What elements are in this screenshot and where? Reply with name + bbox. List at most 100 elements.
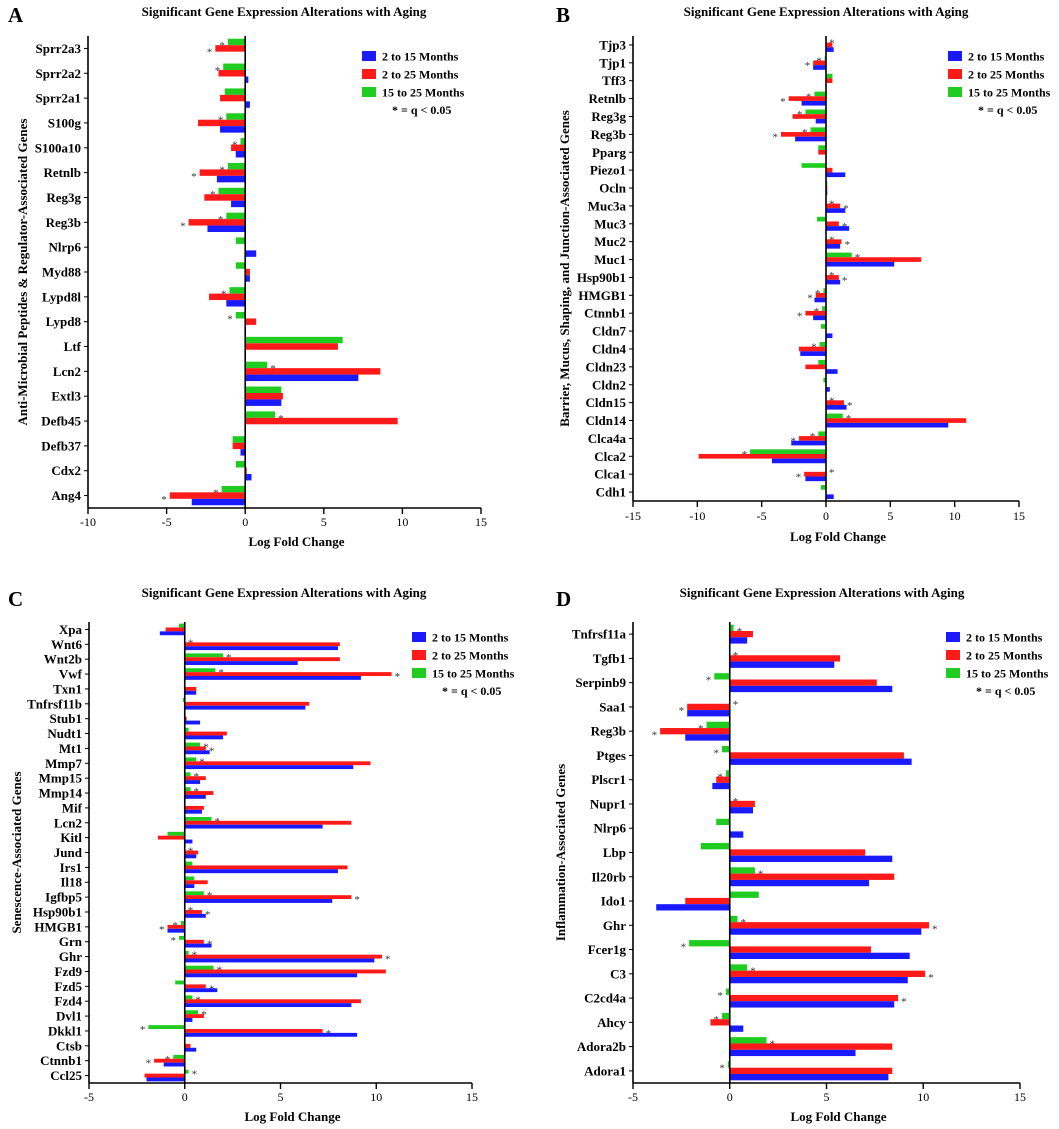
bar <box>245 336 343 344</box>
bar <box>184 1047 197 1052</box>
gene-row: Tnfrsf11b <box>27 696 310 711</box>
bar <box>729 1037 767 1044</box>
bar <box>685 734 730 741</box>
gene-row: **Muc2 <box>594 234 850 251</box>
bar <box>818 359 826 365</box>
significance-mark: * <box>161 494 167 506</box>
bar <box>826 279 841 285</box>
category-label: Cldn7 <box>592 324 626 339</box>
category-label: Txn1 <box>53 681 82 696</box>
bar <box>245 392 283 400</box>
chart-panel-b: B Significant Gene Expression Alterations… <box>556 3 1051 544</box>
category-label: Ido1 <box>601 894 626 909</box>
legend-swatch <box>946 632 960 642</box>
panel-label: A <box>8 3 24 27</box>
bar <box>725 988 730 995</box>
gene-row: Txn1 <box>53 681 197 696</box>
category-label: Grn <box>59 934 83 949</box>
category-label: Ocln <box>599 181 626 196</box>
bar <box>180 921 185 925</box>
x-tick-label: 5 <box>887 509 893 523</box>
gene-row: * Sprr2a2 <box>36 63 249 83</box>
bar <box>729 661 835 668</box>
bar <box>184 776 206 781</box>
bar <box>729 922 930 929</box>
gene-row: *S100a10 <box>35 138 246 158</box>
category-label: HMGB1 <box>578 288 626 303</box>
category-label: Clca4a <box>588 431 627 446</box>
gene-row: *Ahcy <box>597 1012 744 1032</box>
bar <box>184 913 206 918</box>
bar <box>148 1025 185 1030</box>
bar <box>226 113 246 120</box>
category-label: Extl3 <box>51 389 81 404</box>
category-label: Plscr1 <box>591 772 626 787</box>
bar <box>245 361 268 369</box>
bar <box>826 275 839 280</box>
x-axis-label: Log Fold Change <box>790 529 886 544</box>
significance-mark: * <box>201 1009 207 1021</box>
category-label: Hsp90b1 <box>33 904 82 919</box>
category-label: Piezo1 <box>590 163 626 178</box>
category-label: Myd88 <box>42 265 82 280</box>
bar <box>245 368 381 375</box>
bar <box>826 73 833 79</box>
chart-title: Significant Gene Expression Alterations … <box>142 585 427 600</box>
significance-mark: * <box>191 171 197 183</box>
bar <box>729 928 922 935</box>
bar <box>798 436 826 441</box>
bar <box>184 969 386 974</box>
gene-row: *Tgfb1 <box>593 650 841 668</box>
legend-label: 2 to 25 Months <box>966 649 1043 663</box>
bar <box>184 787 191 792</box>
bar <box>216 175 246 183</box>
bar <box>184 772 191 777</box>
x-tick-label: 5 <box>824 1090 830 1104</box>
gene-row: Sprr2a1 <box>36 88 250 108</box>
category-label: Tff3 <box>602 73 626 88</box>
significance-mark: * <box>192 1069 198 1081</box>
bar <box>207 225 246 233</box>
gene-row: Defb37 <box>41 436 246 456</box>
bar <box>163 1062 185 1067</box>
bar <box>184 850 199 855</box>
bar <box>714 673 730 680</box>
significance-mark: * <box>717 990 723 1002</box>
category-label: Nlrp6 <box>594 821 627 836</box>
bar <box>780 132 826 137</box>
bar <box>184 824 323 829</box>
bar <box>245 374 359 382</box>
bar <box>792 114 826 119</box>
bar <box>223 63 246 71</box>
bar <box>184 805 204 810</box>
gene-row: Nlrp6 <box>594 818 744 838</box>
significance-mark: * <box>733 699 739 711</box>
bar <box>240 138 246 145</box>
category-label: Dkkl1 <box>48 1023 82 1038</box>
gene-row: * Serpinb9 <box>575 673 893 693</box>
gene-row: *Muc1 <box>594 252 922 267</box>
bar <box>184 668 216 673</box>
bar <box>229 287 246 294</box>
bar <box>245 250 257 257</box>
category-label: C2cd4a <box>584 991 626 1006</box>
bar <box>188 219 246 226</box>
category-label: Wnt6 <box>51 637 83 652</box>
bar <box>823 288 826 294</box>
gene-row: **Ctnnb1 <box>40 1053 185 1070</box>
bar <box>165 627 185 632</box>
category-label: Il18 <box>60 875 82 890</box>
bar <box>167 831 185 836</box>
bar <box>822 306 826 311</box>
bar <box>826 494 834 500</box>
bar <box>729 624 734 631</box>
bar <box>801 100 826 106</box>
category-label: Lbp <box>603 845 626 860</box>
category-label: Nlrp6 <box>49 240 82 255</box>
bar <box>722 745 730 753</box>
category-label: Cldn15 <box>586 395 627 410</box>
bar <box>224 88 246 95</box>
significance-mark: * <box>180 221 186 233</box>
category-label: Defb37 <box>41 438 81 453</box>
bar <box>226 300 246 307</box>
